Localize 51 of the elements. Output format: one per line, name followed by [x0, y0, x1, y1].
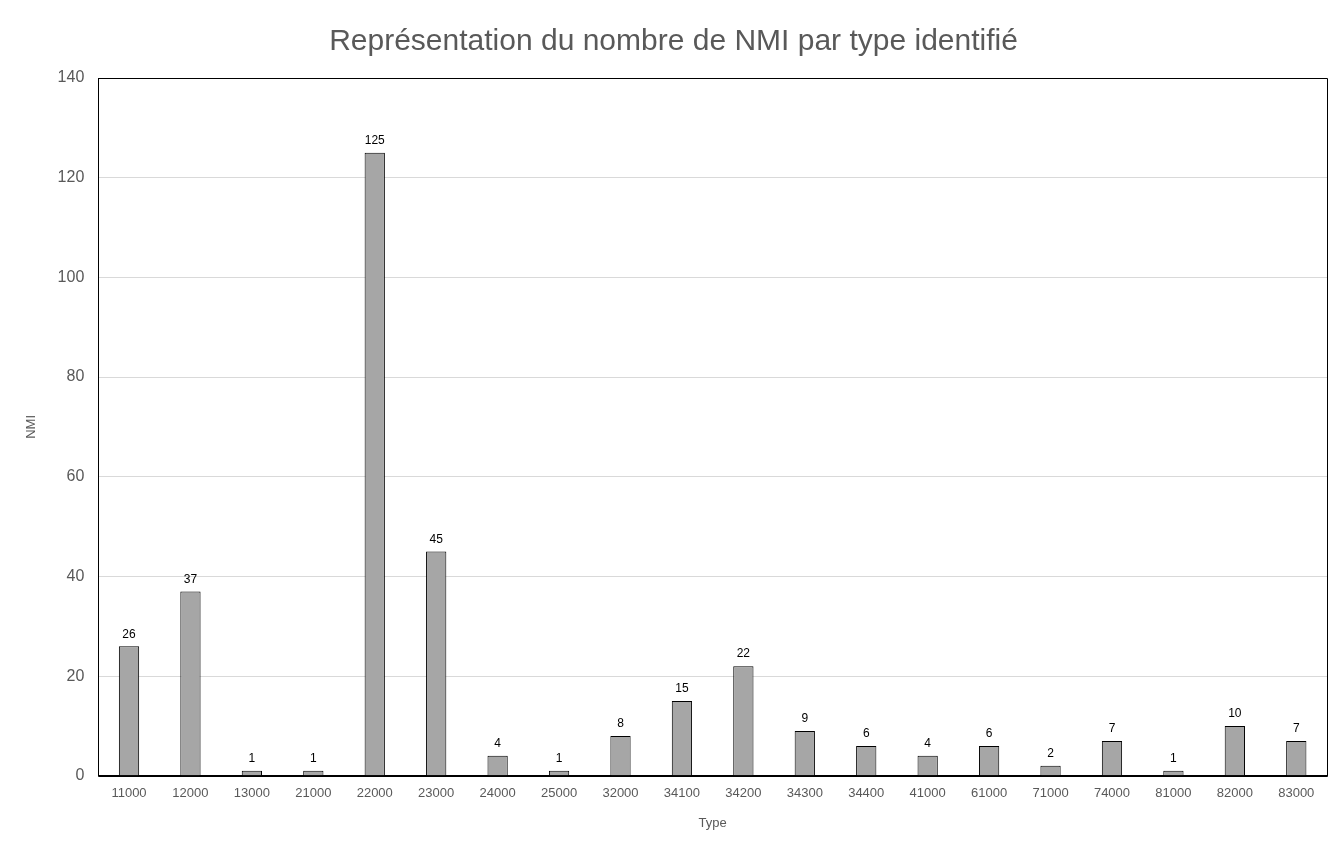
data-label: 45 [429, 531, 444, 546]
x-tick-label: 24000 [479, 785, 516, 801]
data-label: 10 [1228, 706, 1242, 721]
data-label: 22 [736, 646, 751, 661]
x-axis-title: Type [698, 814, 727, 830]
x-tick-label: 11000 [111, 785, 147, 801]
y-tick-label: 60 [66, 467, 85, 485]
data-label: 7 [1108, 721, 1116, 736]
data-label: 37 [183, 571, 198, 586]
data-label: 9 [801, 711, 809, 726]
data-label: 1 [248, 751, 256, 766]
x-tick-label: 61000 [971, 785, 1008, 801]
data-label: 4 [924, 736, 932, 751]
data-label: 6 [862, 726, 870, 741]
x-tick-label: 25000 [540, 785, 578, 801]
x-tick-label: 74000 [1093, 785, 1131, 801]
data-label: 2 [1047, 746, 1055, 761]
data-label: 4 [494, 736, 502, 751]
y-tick-label: 40 [66, 566, 85, 584]
y-axis-title: NMI [23, 414, 39, 439]
data-label: 8 [617, 716, 625, 731]
x-tick-label: 21000 [295, 785, 332, 801]
x-tick-label: 82000 [1216, 785, 1253, 801]
x-tick-label: 22000 [356, 785, 393, 801]
data-label: 6 [985, 726, 993, 741]
x-tick-label: 32000 [602, 785, 639, 801]
x-tick-label: 34200 [725, 785, 762, 801]
x-tick-label: 34400 [848, 785, 885, 801]
data-label: 1 [555, 751, 563, 766]
x-tick-label: 83000 [1278, 785, 1315, 801]
y-tick-label: 20 [66, 666, 85, 684]
y-tick-label: 120 [57, 168, 85, 186]
x-tick-label: 34100 [663, 785, 701, 801]
data-label: 1 [309, 751, 317, 766]
data-label: 1 [1170, 751, 1178, 766]
y-tick-label: 0 [75, 766, 85, 784]
data-label: 125 [364, 133, 386, 148]
y-tick-label: 100 [57, 267, 85, 285]
x-tick-label: 41000 [909, 785, 946, 801]
x-tick-label: 34300 [786, 785, 823, 801]
data-label: 26 [122, 626, 137, 641]
chart-title: Représentation du nombre de NMI par type identifié [329, 23, 1018, 57]
x-tick-label: 23000 [418, 785, 455, 801]
data-label: 7 [1292, 721, 1300, 736]
y-tick-label: 140 [57, 68, 85, 86]
x-tick-label: 13000 [233, 785, 270, 801]
data-label: 15 [675, 681, 689, 696]
y-tick-label: 80 [66, 367, 85, 385]
x-tick-label: 12000 [172, 785, 209, 801]
x-tick-label: 71000 [1032, 785, 1069, 801]
x-tick-label: 81000 [1155, 785, 1192, 801]
